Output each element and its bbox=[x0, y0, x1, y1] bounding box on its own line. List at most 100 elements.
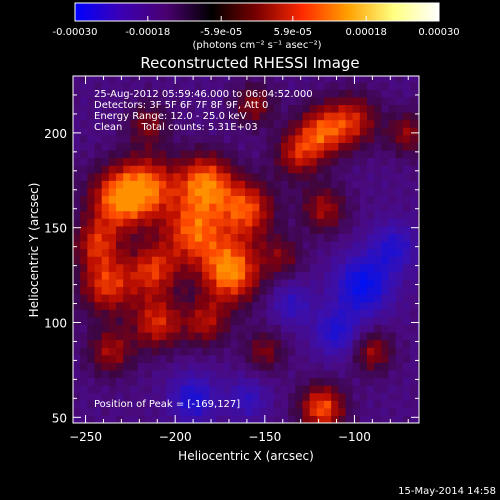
heatmap-cell bbox=[410, 400, 418, 409]
heatmap-cell bbox=[202, 127, 210, 136]
heatmap-cell bbox=[359, 89, 368, 98]
heatmap-cell bbox=[230, 256, 239, 265]
heatmap-cell bbox=[295, 203, 304, 212]
heatmap-cell bbox=[216, 263, 225, 272]
heatmap-cell bbox=[388, 278, 397, 288]
heatmap-cell bbox=[216, 377, 225, 386]
heatmap-cell bbox=[345, 294, 354, 303]
heatmap-cell bbox=[237, 256, 246, 265]
heatmap-cell bbox=[187, 415, 196, 423]
heatmap-cell bbox=[381, 233, 390, 242]
heatmap-cell bbox=[159, 392, 167, 401]
heatmap-cell bbox=[395, 278, 404, 288]
heatmap-cell bbox=[73, 339, 81, 348]
heatmap-cell bbox=[309, 233, 318, 242]
heatmap-cell bbox=[323, 354, 332, 363]
heatmap-cell bbox=[316, 96, 325, 106]
heatmap-cell bbox=[166, 354, 174, 363]
heatmap-cell bbox=[187, 233, 196, 242]
heatmap-cell bbox=[216, 400, 225, 409]
heatmap-cell bbox=[345, 127, 354, 136]
heatmap-cell bbox=[259, 96, 268, 106]
heatmap-cell bbox=[381, 347, 390, 356]
heatmap-cell bbox=[417, 157, 419, 166]
heatmap-cell bbox=[266, 119, 275, 128]
heatmap-cell bbox=[73, 134, 81, 143]
heatmap-cell bbox=[295, 96, 304, 106]
heatmap-cell bbox=[94, 180, 103, 189]
heatmap-cell bbox=[202, 369, 210, 379]
heatmap-cell bbox=[245, 301, 253, 310]
heatmap-cell bbox=[216, 187, 225, 197]
heatmap-cell bbox=[216, 81, 225, 90]
heatmap-cell bbox=[166, 392, 174, 401]
heatmap-cell bbox=[302, 195, 311, 204]
heatmap-cell bbox=[187, 271, 196, 280]
heatmap-cell bbox=[73, 119, 81, 128]
heatmap-cell bbox=[288, 301, 296, 310]
heatmap-cell bbox=[223, 331, 232, 341]
heatmap-cell bbox=[331, 256, 339, 265]
heatmap-cell bbox=[280, 104, 289, 113]
heatmap-cell bbox=[123, 134, 131, 143]
heatmap-cell bbox=[266, 76, 275, 83]
heatmap-cell bbox=[151, 263, 160, 272]
heatmap-cell bbox=[101, 76, 110, 83]
heatmap-cell bbox=[137, 149, 146, 159]
heatmap-cell bbox=[187, 248, 196, 257]
heatmap-cell bbox=[374, 324, 382, 333]
heatmap-cell bbox=[202, 324, 210, 333]
heatmap-cell bbox=[180, 142, 189, 151]
heatmap-cell bbox=[367, 278, 375, 288]
heatmap-cell bbox=[159, 104, 167, 113]
heatmap-cell bbox=[316, 362, 325, 371]
heatmap-cell bbox=[316, 233, 325, 242]
heatmap-cell bbox=[137, 362, 146, 371]
heatmap-cell bbox=[266, 316, 275, 325]
heatmap-cell bbox=[87, 104, 96, 113]
heatmap-cell bbox=[338, 180, 347, 189]
heatmap-cell bbox=[309, 286, 318, 295]
heatmap-cell bbox=[216, 362, 225, 371]
heatmap-cell bbox=[273, 385, 282, 394]
heatmap-cell bbox=[367, 301, 375, 310]
heatmap-cell bbox=[295, 142, 304, 151]
heatmap-cell bbox=[116, 76, 124, 83]
heatmap-cell bbox=[73, 195, 81, 204]
heatmap-cell bbox=[367, 331, 375, 341]
heatmap-cell bbox=[87, 324, 96, 333]
heatmap-cell bbox=[137, 134, 146, 143]
heatmap-cell bbox=[230, 263, 239, 272]
heatmap-cell bbox=[223, 240, 232, 250]
heatmap-cell bbox=[388, 301, 397, 310]
heatmap-cell bbox=[402, 385, 411, 394]
heatmap-cell bbox=[216, 119, 225, 128]
heatmap-cell bbox=[352, 271, 361, 280]
heatmap-cell bbox=[108, 134, 117, 143]
heatmap-cell bbox=[417, 195, 419, 204]
heatmap-cell bbox=[288, 354, 296, 363]
heatmap-cell bbox=[101, 339, 110, 348]
heatmap-cell bbox=[202, 377, 210, 386]
heatmap-cell bbox=[295, 354, 304, 363]
heatmap-cell bbox=[137, 392, 146, 401]
heatmap-cell bbox=[252, 96, 261, 106]
heatmap-cell bbox=[159, 286, 167, 295]
heatmap-cell bbox=[367, 142, 375, 151]
heatmap-cell bbox=[237, 233, 246, 242]
heatmap-cell bbox=[108, 81, 117, 90]
heatmap-cell bbox=[316, 172, 325, 181]
heatmap-cell bbox=[116, 248, 124, 257]
heatmap-cell bbox=[101, 142, 110, 151]
heatmap-cell bbox=[266, 195, 275, 204]
heatmap-cell bbox=[345, 256, 354, 265]
heatmap-cell bbox=[280, 157, 289, 166]
x-tick-label: −150 bbox=[248, 430, 281, 444]
heatmap-cell bbox=[137, 271, 146, 280]
heatmap-cell bbox=[80, 362, 88, 371]
heatmap-cell bbox=[417, 354, 419, 363]
heatmap-cell bbox=[381, 218, 390, 227]
heatmap-cell bbox=[223, 263, 232, 272]
heatmap-cell bbox=[173, 400, 182, 409]
heatmap-cell bbox=[130, 301, 139, 310]
